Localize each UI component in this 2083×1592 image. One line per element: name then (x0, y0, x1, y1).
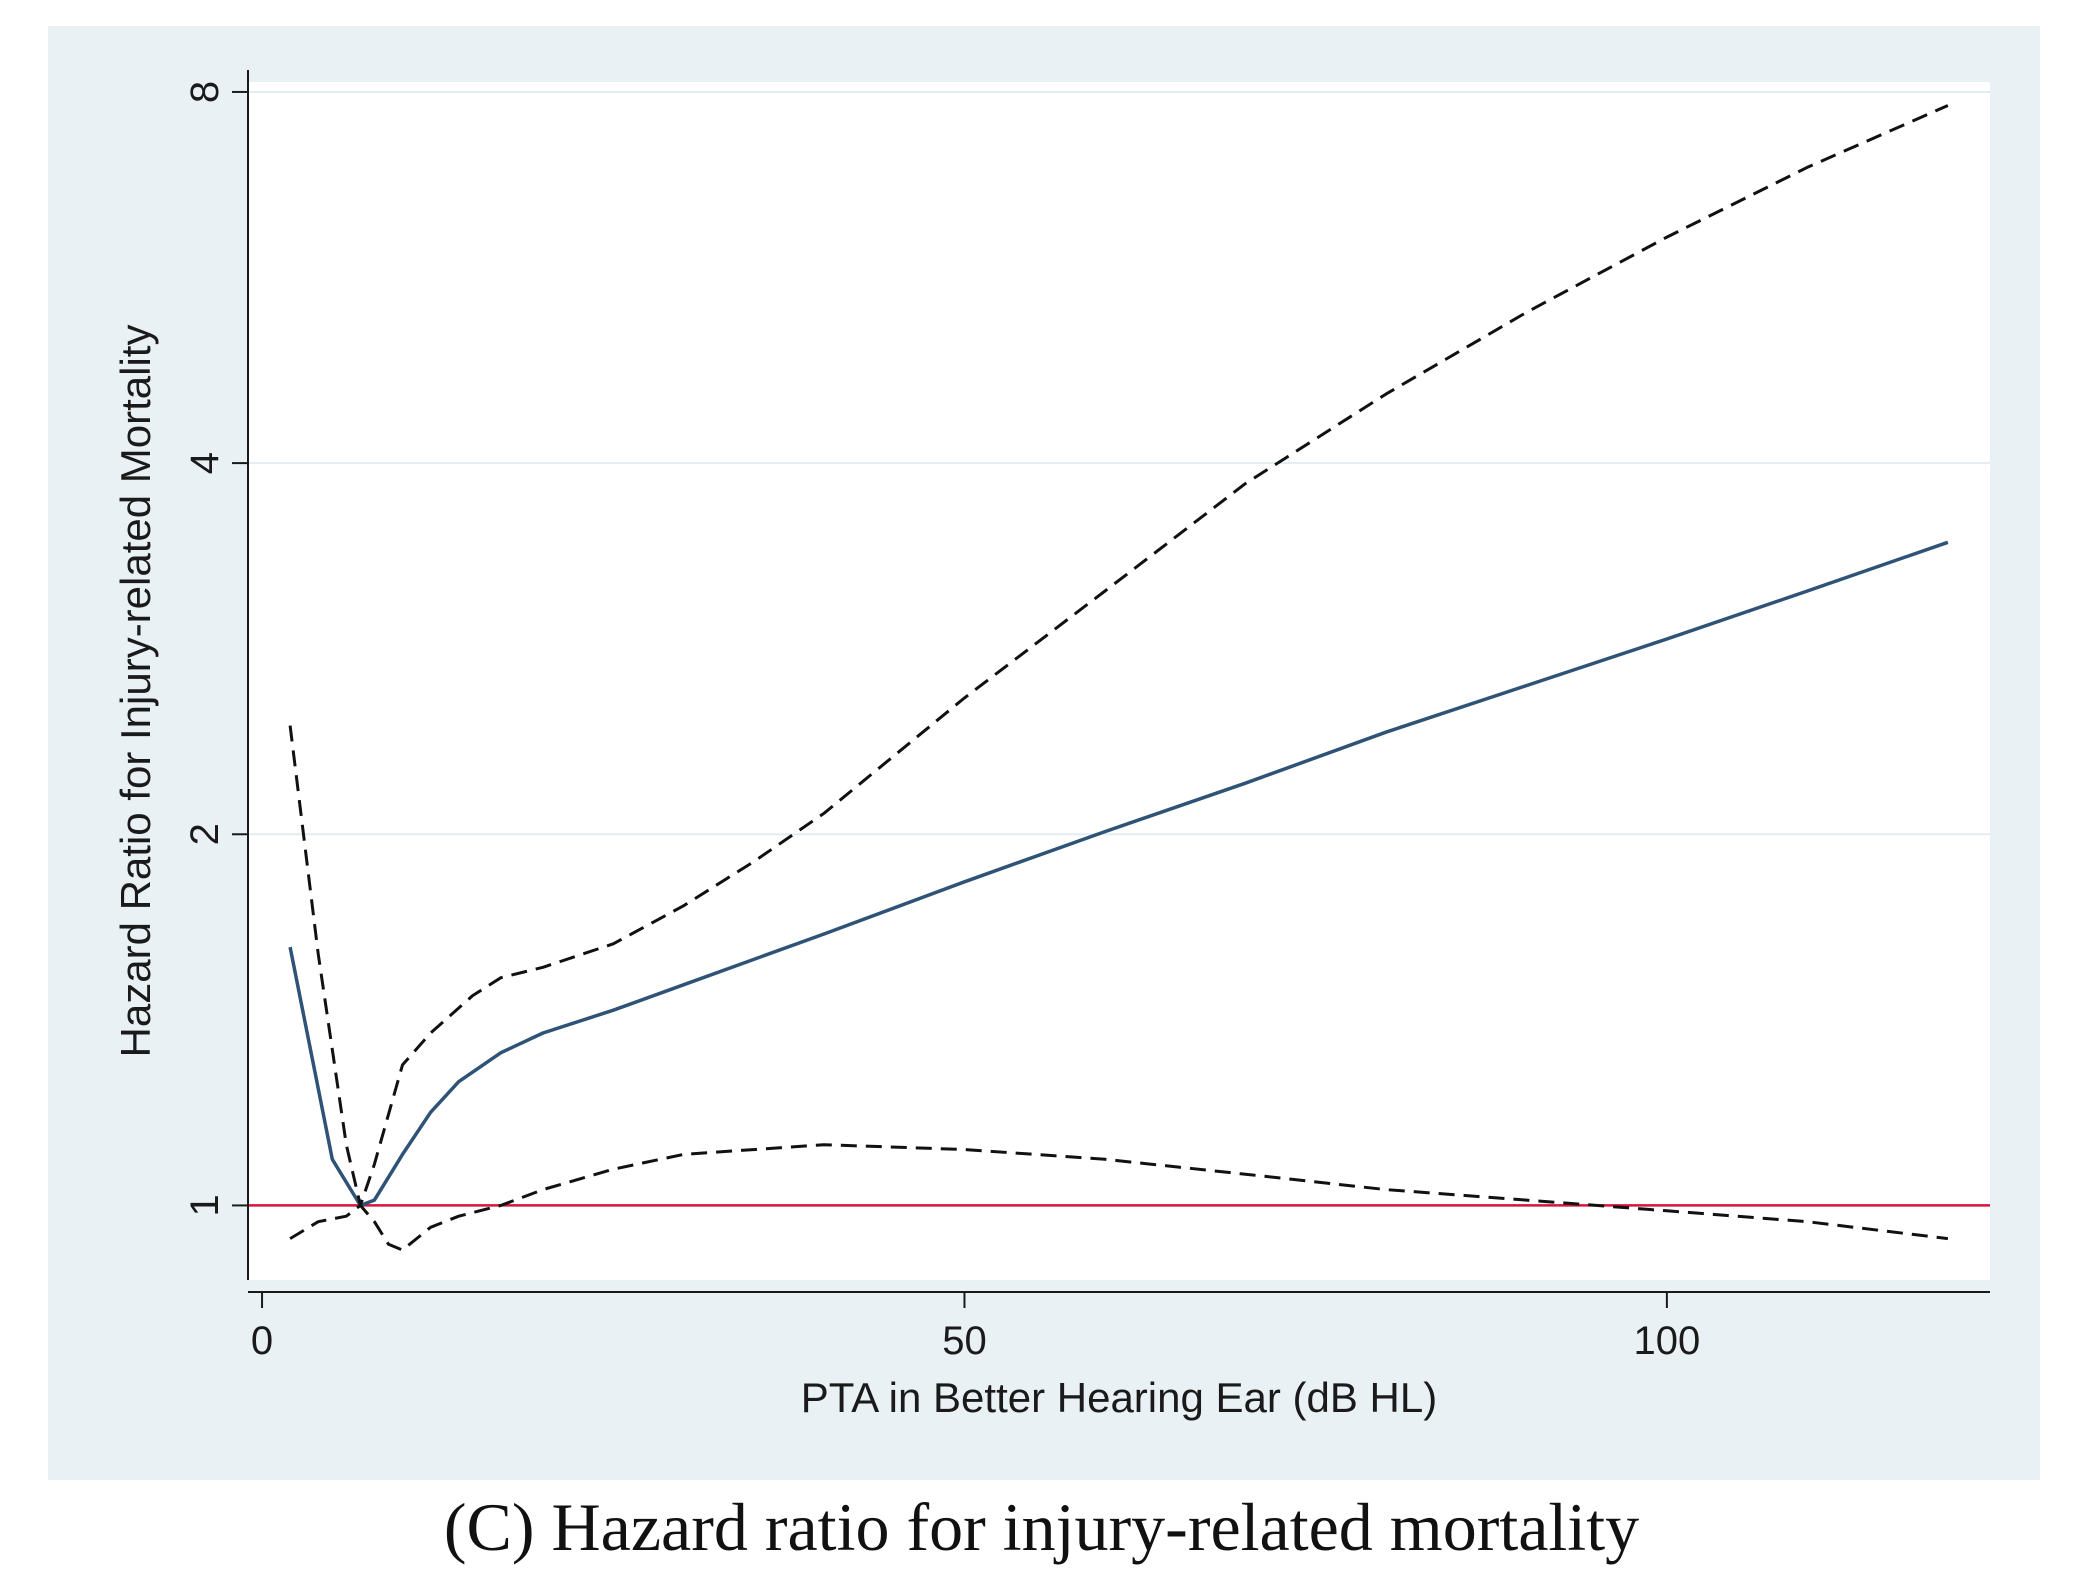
y-axis-ticks: 1 2 4 8 (183, 81, 248, 1217)
upper-ci-line (288, 104, 1949, 1207)
y-tick-label: 4 (183, 452, 227, 474)
y-tick-label: 8 (183, 81, 227, 103)
hazard-ratio-chart: 1 2 4 8 0 50 100 PTA in Better Hearing Ear (d… (48, 26, 2040, 1480)
figure-caption: (C) Hazard ratio for injury-related mort… (443, 1489, 1640, 1565)
plot-area (248, 82, 1990, 1280)
x-tick-label: 100 (1634, 1319, 1701, 1363)
estimate-line (288, 540, 1949, 1208)
x-tick-label: 50 (942, 1319, 987, 1363)
y-tick-label: 2 (183, 823, 227, 845)
x-axis-ticks: 0 50 100 (251, 1292, 1700, 1363)
x-tick-label: 0 (251, 1319, 273, 1363)
axes (247, 70, 1990, 1293)
lower-ci-line (289, 1143, 1949, 1252)
series-layer (288, 104, 1949, 1252)
y-tick-label: 1 (183, 1194, 227, 1216)
x-axis-title: PTA in Better Hearing Ear (dB HL) (801, 1374, 1437, 1421)
y-axis-title: Hazard Ratio for Injury-related Mortalit… (112, 325, 159, 1058)
